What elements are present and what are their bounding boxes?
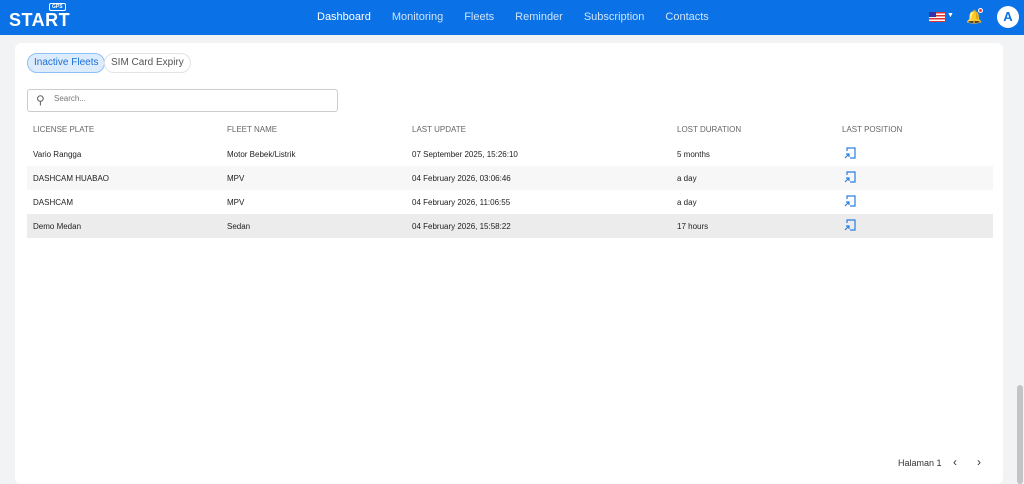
page-label: Halaman 1	[898, 458, 942, 468]
tab-sim-card-expiry[interactable]: SIM Card Expiry	[104, 53, 191, 73]
search-input[interactable]	[54, 94, 324, 103]
last-position-icon[interactable]	[844, 147, 856, 159]
notification-dot	[978, 8, 983, 13]
header-last-position: LAST POSITION	[842, 125, 903, 134]
table-row[interactable]: DASHCAM MPV 04 February 2026, 11:06:55 a da…	[27, 190, 993, 214]
content-card	[15, 43, 1003, 484]
logo[interactable]: START	[9, 10, 71, 30]
tab-inactive-fleets[interactable]: Inactive Fleets	[27, 53, 106, 73]
prev-page-button[interactable]: ‹	[953, 455, 957, 469]
nav-monitoring[interactable]: Monitoring	[391, 11, 444, 23]
top-nav: START GPS Dashboard Monitoring Fleets Re…	[0, 0, 1024, 35]
search-box[interactable]: ⚲	[27, 89, 338, 112]
search-icon: ⚲	[36, 93, 45, 107]
table-cell: 04 February 2026, 03:06:46	[412, 174, 511, 183]
table-cell: Vario Rangga	[33, 150, 82, 159]
chevron-down-icon[interactable]: ▼	[947, 12, 954, 19]
nav-contacts[interactable]: Contacts	[665, 11, 709, 23]
header-last-update: LAST UPDATE	[412, 125, 466, 134]
last-position-icon[interactable]	[844, 219, 856, 231]
table-cell: Sedan	[227, 222, 251, 231]
avatar[interactable]: A	[997, 6, 1019, 28]
scrollbar[interactable]	[1017, 385, 1023, 484]
last-position-icon[interactable]	[844, 171, 856, 183]
table-cell: 07 September 2025, 15:26:10	[412, 150, 518, 159]
us-flag-icon[interactable]	[929, 12, 945, 22]
table-cell: MPV	[227, 198, 245, 207]
table-cell: DASHCAM HUABAO	[33, 174, 110, 183]
table-cell: 17 hours	[677, 222, 709, 231]
table-row[interactable]: Demo Medan Sedan 04 February 2026, 15:58:2…	[27, 214, 993, 238]
header-lost-duration: LOST DURATION	[677, 125, 742, 134]
header-fleet-name: FLEET NAME	[227, 125, 278, 134]
nav-dashboard[interactable]: Dashboard	[317, 11, 371, 23]
table-cell: MPV	[227, 174, 245, 183]
nav-subscription[interactable]: Subscription	[583, 11, 645, 23]
table-cell: Demo Medan	[33, 222, 82, 231]
bell-icon[interactable]: 🔔	[966, 9, 983, 24]
table-cell: a day	[677, 198, 697, 207]
table-row[interactable]: DASHCAM HUABAO MPV 04 February 2026, 03:06…	[27, 166, 993, 190]
table-cell: a day	[677, 174, 697, 183]
last-position-icon[interactable]	[844, 195, 856, 207]
table-cell: 5 months	[677, 150, 710, 159]
next-page-button[interactable]: ›	[977, 455, 981, 469]
table-cell: 04 February 2026, 11:06:55	[412, 198, 511, 207]
table-row[interactable]: Vario Rangga Motor Bebek/Listrik 07 Septem…	[27, 142, 993, 166]
nav-reminder[interactable]: Reminder	[515, 11, 563, 23]
table-cell: Motor Bebek/Listrik	[227, 150, 296, 159]
table-cell: DASHCAM	[33, 198, 74, 207]
table-cell: 04 February 2026, 15:58:22	[412, 222, 511, 231]
logo-badge: GPS	[49, 3, 66, 11]
nav-fleets[interactable]: Fleets	[464, 11, 495, 23]
header-license-plate: LICENSE PLATE	[33, 125, 95, 134]
